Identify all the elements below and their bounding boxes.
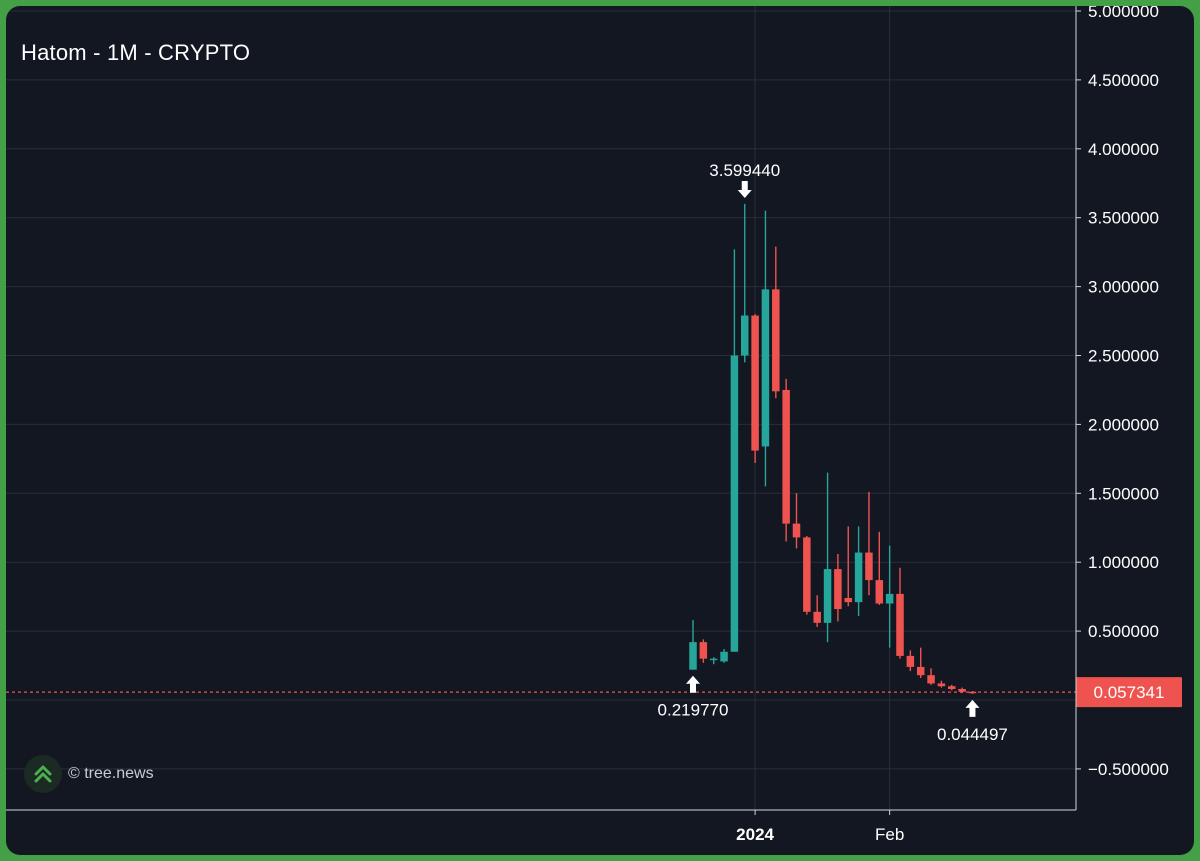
candle-body-down	[958, 688, 966, 692]
candle-body-down	[834, 569, 842, 610]
y-tick-label: 4.500000	[1088, 71, 1159, 90]
high-annotation-label: 3.599440	[709, 161, 780, 180]
arrow-up-icon	[965, 699, 980, 717]
candle-body-down	[844, 598, 852, 603]
candle-body-up	[730, 355, 739, 652]
candle-body-down	[865, 552, 873, 581]
candle-body-down	[875, 580, 884, 604]
chart-title: Hatom - 1M - CRYPTO	[21, 40, 251, 65]
arrow-down-icon	[737, 180, 752, 198]
grid-lines	[6, 6, 1076, 810]
double-chevron-up-icon	[24, 755, 62, 793]
y-tick-label: 4.000000	[1088, 140, 1159, 159]
y-tick-label: 5.000000	[1088, 6, 1159, 21]
overlays: 0.057341 3.599440 0.219770 0.044497	[6, 161, 1182, 744]
y-tick-label: −0.500000	[1088, 760, 1169, 779]
candle-body-down	[772, 289, 780, 392]
candle-body-down	[699, 642, 708, 659]
candle-body-up	[761, 289, 770, 447]
candle-body-down	[948, 686, 956, 689]
candle-body-up	[720, 651, 728, 662]
candle-body-up	[854, 552, 863, 603]
y-tick-label: 2.000000	[1088, 415, 1159, 434]
candle-body-down	[792, 523, 801, 538]
candles	[689, 203, 977, 694]
y-tick-label: 1.500000	[1088, 484, 1159, 503]
candle-body-down	[927, 675, 935, 684]
candle-body-up	[885, 593, 894, 604]
candle-body-down	[813, 611, 821, 623]
y-tick-label: 3.000000	[1088, 278, 1159, 297]
axes: 5.000000 4.500000 4.000000 3.500000 3.000000…	[6, 6, 1169, 844]
low-annotation-label: 0.219770	[658, 701, 729, 720]
y-tick-label: 2.500000	[1088, 347, 1159, 366]
candle-body-down	[937, 683, 946, 687]
candle-body-down	[782, 389, 790, 524]
x-tick-label: 2024	[736, 825, 774, 844]
low-annotation-label: 0.044497	[937, 725, 1008, 744]
candle-body-down	[896, 593, 904, 656]
arrow-up-icon	[686, 675, 700, 693]
watermark: © tree.news	[24, 754, 154, 794]
y-tick-label: 3.500000	[1088, 209, 1159, 228]
candle-body-up	[823, 569, 832, 623]
candle-body-up	[741, 315, 749, 356]
last-price-label: 0.057341	[1094, 683, 1165, 702]
candle-body-down	[906, 655, 915, 667]
y-tick-label: 0.500000	[1088, 622, 1159, 641]
candle-body-up	[689, 642, 697, 670]
candle-body-down	[916, 666, 925, 676]
candlestick-chart[interactable]: 0.057341 3.599440 0.219770 0.044497 5.00000…	[6, 6, 1194, 855]
watermark-text: © tree.news	[68, 765, 154, 782]
y-tick-label: 1.000000	[1088, 553, 1159, 572]
last-price-badge	[1076, 677, 1182, 708]
x-tick-label: Feb	[875, 825, 904, 844]
chart-frame: Hatom - 1M - CRYPTO 0.057341 3.599440 0.21…	[6, 6, 1194, 855]
candle-body-down	[803, 537, 811, 612]
candle-body-up	[709, 658, 718, 661]
candle-body-down	[751, 315, 759, 451]
